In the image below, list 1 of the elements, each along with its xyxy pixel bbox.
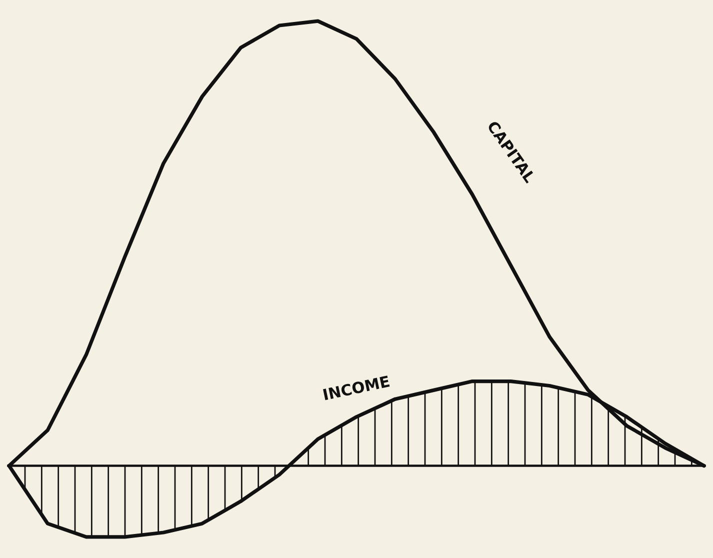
text: INCOME [322, 375, 390, 400]
